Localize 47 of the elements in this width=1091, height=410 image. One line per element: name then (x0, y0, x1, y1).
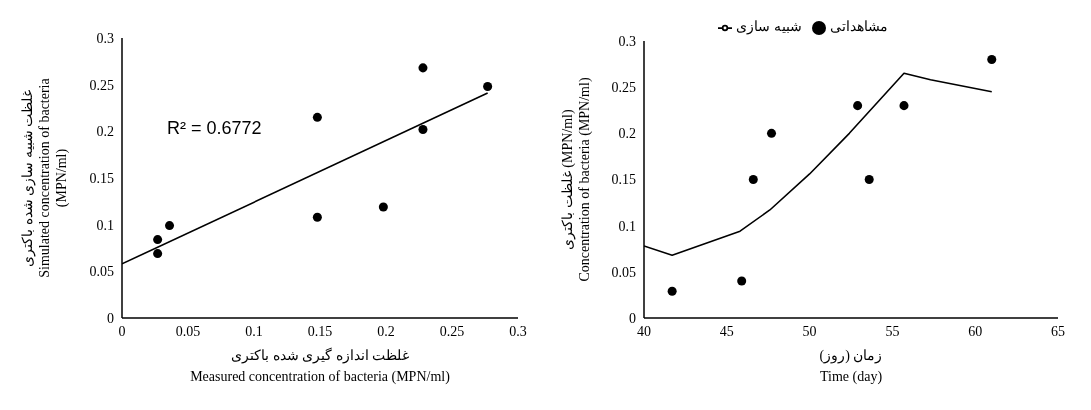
point (153, 235, 163, 245)
y-tick-label: 0.15 (611, 172, 636, 188)
x-tick-label: 60 (968, 323, 983, 339)
point (483, 82, 493, 92)
point (378, 202, 388, 212)
point (864, 174, 874, 185)
x-tick-label: 50 (802, 323, 817, 339)
point (737, 276, 747, 286)
y-tick-label: 0 (629, 310, 636, 326)
point (853, 101, 863, 111)
point (418, 124, 428, 134)
y-tick-label: 0.2 (618, 126, 636, 142)
y-tick-label: 0.15 (89, 170, 114, 186)
x-tick-label: 0.15 (307, 323, 333, 339)
y-tick-label: 0.25 (611, 80, 636, 96)
point (899, 101, 909, 111)
point (165, 221, 175, 231)
y-tick-label: 0.2 (96, 124, 114, 140)
x-tick-label: 65 (1051, 323, 1065, 339)
x-tick-label: 0.1 (245, 323, 263, 339)
point (987, 54, 997, 64)
y-tick-label: 0.05 (611, 264, 636, 280)
y-tick-label: 0.25 (89, 77, 114, 93)
y-tick-label: 0.05 (89, 264, 114, 280)
x-tick-label: 40 (637, 323, 651, 339)
x-tick-label: 0 (118, 323, 126, 339)
y-tick-label: 0 (107, 310, 114, 326)
annotation: R² = 0.6772 (167, 118, 262, 139)
x-tick-label: 0.25 (439, 323, 465, 339)
x-tick-label: 55 (885, 323, 900, 339)
x-tick-label: 0.3 (509, 323, 527, 339)
y-tick-label: 0.1 (618, 218, 636, 234)
legend-label: مشاهداتی (829, 19, 888, 34)
x-tick-label: 0.2 (377, 323, 395, 339)
legend-label: شبیه سازی (736, 19, 802, 34)
point (153, 249, 163, 259)
point (312, 212, 322, 222)
y-tick-label: 0.3 (96, 30, 114, 46)
x-tick-label: 45 (719, 323, 734, 339)
point (667, 286, 677, 296)
x-tick-label: 0.05 (175, 323, 201, 339)
y-tick-label: 0.3 (618, 33, 636, 49)
point (312, 112, 322, 122)
y-tick-label: 0.1 (96, 217, 114, 233)
point (418, 63, 428, 73)
point (767, 128, 777, 138)
point (748, 174, 758, 185)
